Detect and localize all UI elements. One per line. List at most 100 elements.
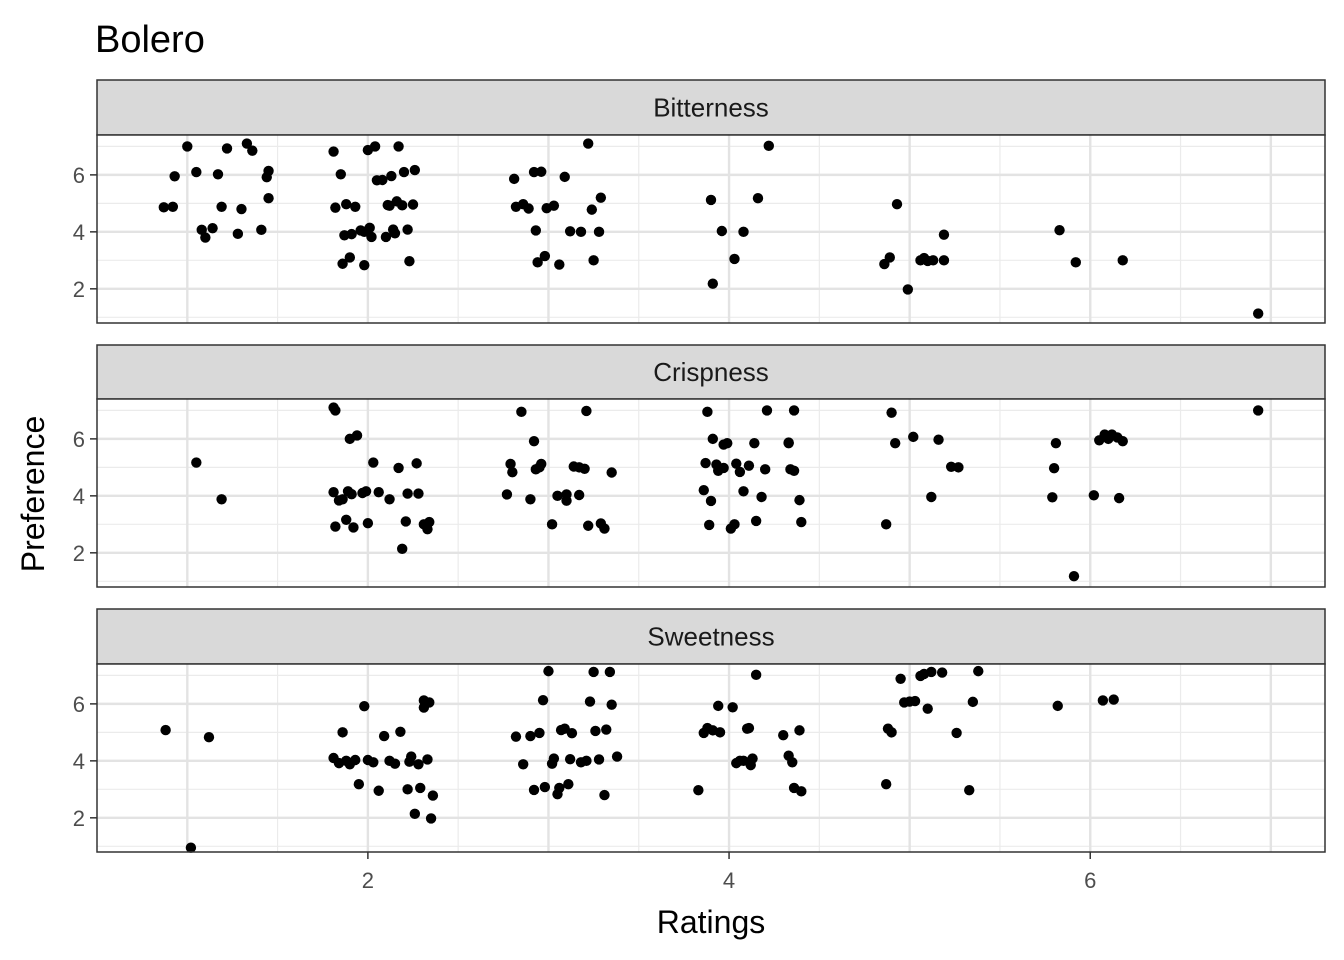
data-point xyxy=(384,494,395,505)
data-point xyxy=(611,751,623,762)
data-point xyxy=(880,779,892,790)
data-point xyxy=(523,203,534,214)
data-point xyxy=(402,224,413,235)
panel-border xyxy=(96,663,1326,853)
data-point xyxy=(200,232,211,243)
data-point xyxy=(705,495,717,507)
data-point xyxy=(566,728,578,739)
data-point xyxy=(341,199,352,210)
data-point xyxy=(536,458,547,470)
data-point xyxy=(796,516,807,528)
data-point xyxy=(396,200,408,211)
data-point xyxy=(922,703,933,714)
data-point xyxy=(203,732,215,743)
data-point xyxy=(337,727,348,738)
data-point xyxy=(973,665,984,677)
data-point xyxy=(424,516,435,528)
y-tick-label: 6 xyxy=(73,692,85,717)
panel-border xyxy=(96,134,1326,324)
data-point xyxy=(1113,492,1125,504)
data-point xyxy=(554,259,565,270)
facet-strip-label: Sweetness xyxy=(647,622,774,652)
data-point xyxy=(368,457,379,468)
data-point xyxy=(564,753,576,765)
data-point xyxy=(393,141,404,152)
data-point xyxy=(552,490,563,502)
data-point xyxy=(584,696,596,707)
data-point xyxy=(510,731,522,742)
data-point xyxy=(530,225,542,236)
data-point xyxy=(1117,435,1128,447)
data-point xyxy=(369,141,381,152)
data-point xyxy=(364,222,375,234)
data-point xyxy=(1047,492,1058,503)
data-point xyxy=(256,224,267,236)
data-point xyxy=(335,169,346,180)
data-point xyxy=(396,543,408,555)
data-point xyxy=(398,166,410,178)
data-point xyxy=(359,259,370,271)
data-point xyxy=(886,727,897,738)
data-point xyxy=(794,725,805,736)
data-point xyxy=(216,201,227,212)
data-point xyxy=(563,779,574,790)
data-point xyxy=(400,516,412,527)
data-point xyxy=(191,166,202,178)
data-point xyxy=(718,462,729,474)
data-point xyxy=(221,143,233,154)
data-point xyxy=(393,462,404,474)
data-point xyxy=(581,755,592,767)
data-point xyxy=(747,753,758,764)
data-point xyxy=(703,519,715,531)
data-point xyxy=(409,164,421,176)
data-point xyxy=(424,697,435,708)
y-tick-label: 6 xyxy=(73,163,85,188)
data-point xyxy=(787,757,798,768)
data-point xyxy=(368,757,379,768)
data-point xyxy=(366,231,377,243)
data-point xyxy=(415,782,426,794)
data-point xyxy=(539,781,551,793)
x-tick-label: 4 xyxy=(723,868,735,893)
panel-background xyxy=(97,135,1325,323)
data-point xyxy=(185,842,197,853)
data-point xyxy=(713,700,724,712)
data-point xyxy=(1252,405,1264,416)
data-point xyxy=(698,484,709,496)
data-point xyxy=(702,406,713,418)
data-point xyxy=(731,458,742,469)
data-point xyxy=(778,730,789,741)
data-point xyxy=(517,759,529,770)
data-point xyxy=(236,203,247,215)
data-point xyxy=(546,519,558,530)
data-point xyxy=(796,786,807,797)
data-point xyxy=(595,192,607,203)
data-point xyxy=(212,169,224,180)
data-point xyxy=(581,405,592,417)
data-point xyxy=(232,228,244,240)
data-point xyxy=(588,666,599,678)
data-point xyxy=(346,488,357,500)
data-point xyxy=(158,202,170,213)
data-point xyxy=(182,141,193,152)
data-point xyxy=(360,486,372,497)
data-point xyxy=(599,789,610,801)
data-point xyxy=(353,779,365,790)
data-point xyxy=(729,519,740,530)
data-point xyxy=(169,171,180,182)
data-point xyxy=(377,174,388,186)
x-axis: 2 4 6 xyxy=(362,852,1096,893)
data-point xyxy=(564,226,576,237)
data-point xyxy=(926,491,937,503)
data-point xyxy=(759,464,771,475)
data-point xyxy=(508,173,520,185)
data-point xyxy=(1050,437,1062,449)
data-point xyxy=(593,226,605,238)
data-point xyxy=(933,434,944,445)
data-point xyxy=(743,722,755,734)
data-point xyxy=(926,666,937,678)
data-point xyxy=(593,754,605,765)
y-tick-label: 4 xyxy=(73,749,85,774)
data-point xyxy=(886,407,897,418)
data-point xyxy=(743,460,755,471)
